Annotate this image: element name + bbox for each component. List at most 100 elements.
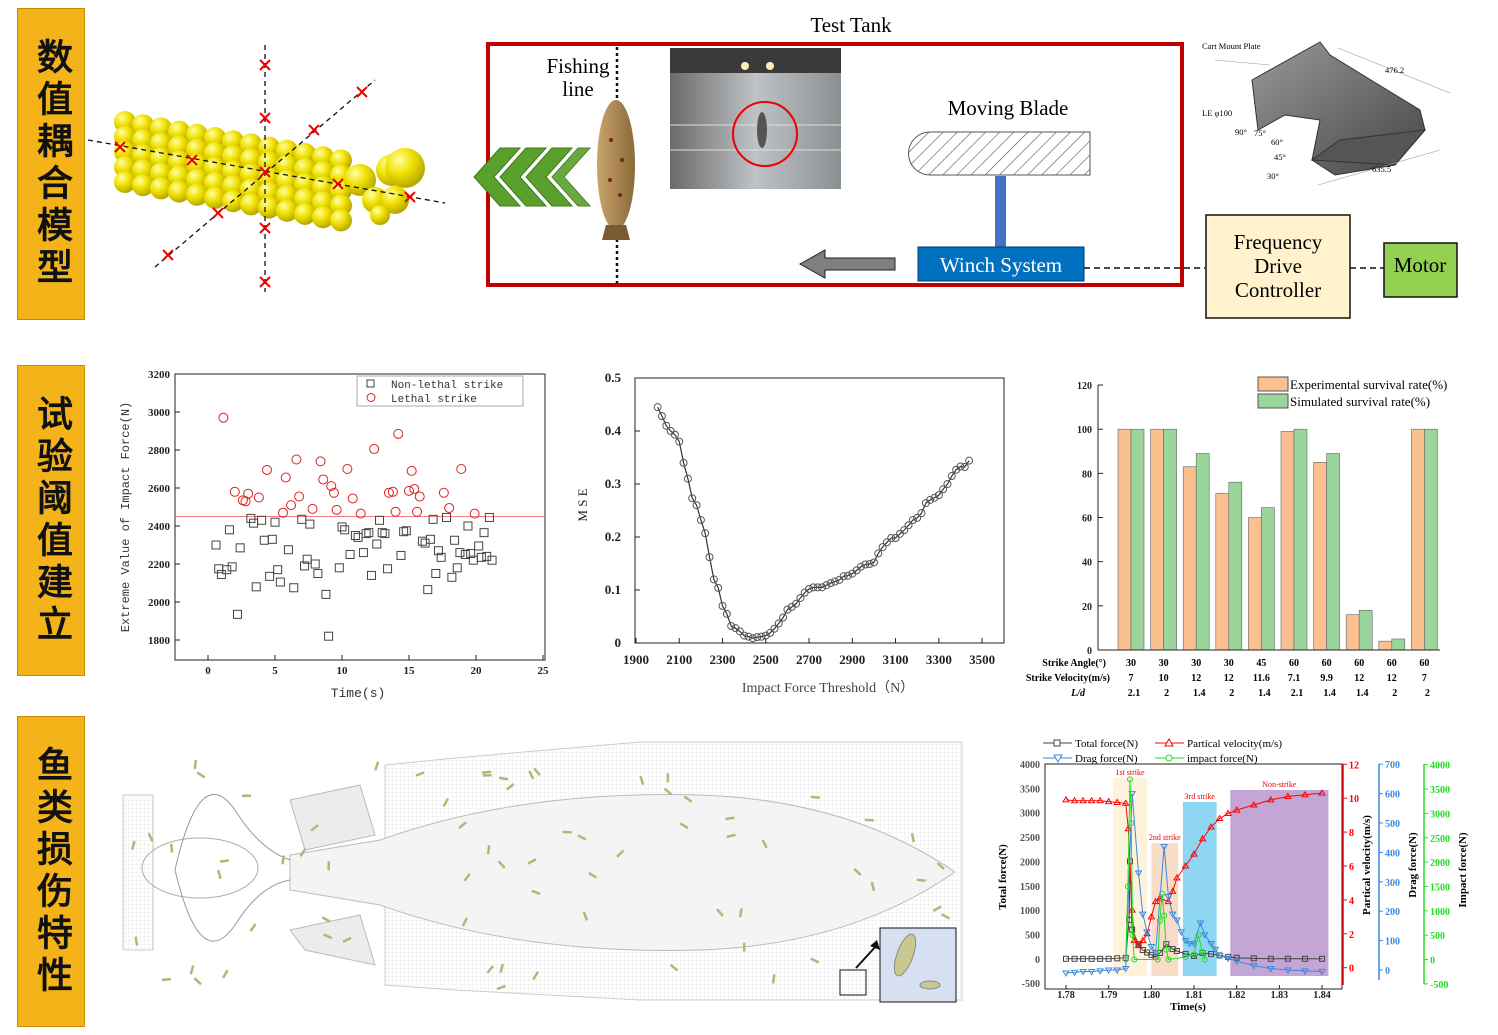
- velocity-point: [1062, 795, 1070, 803]
- drag-force-point: [1151, 949, 1160, 957]
- non-lethal-point: [377, 528, 387, 538]
- velocity-point: [1134, 941, 1143, 949]
- total-force-point: [1135, 941, 1142, 948]
- velocity-point: [1168, 887, 1177, 894]
- mse-point: [939, 485, 948, 494]
- y-tick-label: 10: [1349, 794, 1359, 805]
- y-tick-label: 0: [1349, 964, 1354, 975]
- lethal-point: [469, 508, 480, 519]
- non-lethal-point: [487, 555, 497, 565]
- y-tick-label: 40: [1082, 558, 1092, 569]
- particle: [497, 860, 506, 869]
- velocity-point: [1138, 936, 1147, 944]
- y-tick-label: 500: [1025, 930, 1040, 941]
- total-force-point: [1080, 955, 1087, 962]
- legend-marker: [1165, 754, 1173, 762]
- lethal-point: [315, 456, 326, 467]
- mse-point: [675, 437, 684, 446]
- particle: [249, 923, 257, 933]
- lethal-point: [369, 444, 380, 455]
- impact-force-point: [1195, 932, 1202, 939]
- non-lethal-point: [313, 569, 323, 578]
- leading-edge-label: LE φ100: [1202, 108, 1232, 118]
- blade-cad-model: Cart Mount Plate 476.2 LE φ100 90° 75° 6…: [1202, 41, 1451, 186]
- test-setup-diagram: Test Tank Fishing line Moving Blade Winc…: [87, 13, 1458, 319]
- bar-experimental: [1378, 640, 1393, 651]
- dimension-label: 476.2: [1385, 65, 1404, 75]
- y-tick-label: 3500: [1020, 784, 1040, 795]
- category-label: 45: [1256, 658, 1266, 669]
- lethal-point: [261, 464, 272, 475]
- particle: [679, 822, 689, 830]
- row-label: Strike Velocity(m/s): [1026, 673, 1110, 684]
- velocity-point: [1318, 789, 1326, 796]
- x-tick-label: 1.78: [1057, 990, 1075, 1001]
- mse-point: [783, 605, 792, 614]
- y-tick-label: 80: [1082, 469, 1092, 480]
- section-label-threshold: 试验阈值建立: [17, 365, 85, 676]
- x-tick-label: 1.84: [1313, 990, 1331, 1001]
- x-tick-label: 20: [471, 665, 483, 677]
- category-label: 2: [1229, 688, 1234, 699]
- lethal-point: [406, 465, 417, 476]
- y-tick-label: 3000: [1020, 809, 1040, 820]
- category-label: 30: [1126, 658, 1136, 669]
- mse-point: [930, 493, 939, 502]
- velocity-point: [1173, 873, 1181, 881]
- particle: [169, 843, 174, 853]
- zoom-source-box: [839, 969, 867, 996]
- bar-simulated: [1261, 507, 1275, 651]
- category-label: 10: [1159, 673, 1169, 684]
- particle: [738, 908, 743, 918]
- bar-experimental: [1313, 462, 1327, 651]
- angle-label: 75°: [1254, 128, 1266, 138]
- impact-force-point: [1154, 956, 1161, 963]
- y-tick-label: 60: [1082, 514, 1092, 525]
- y-tick-label: 0.5: [605, 370, 622, 385]
- x-tick-label: 3300: [926, 652, 952, 667]
- mse-point: [874, 549, 883, 558]
- mse-point: [796, 593, 805, 602]
- drag-force-point: [1143, 929, 1151, 936]
- bar-experimental: [1117, 428, 1132, 651]
- frequency-drive-controller-box: [1205, 214, 1351, 319]
- lethal-point: [240, 496, 251, 507]
- category-label: 1.4: [1356, 688, 1369, 699]
- total-force-point: [1071, 955, 1078, 962]
- particle: [669, 963, 679, 972]
- zoom-arrowhead-icon: [870, 940, 880, 950]
- velocity-point: [1113, 798, 1122, 805]
- non-lethal-point: [466, 549, 476, 559]
- particle: [771, 974, 776, 984]
- non-lethal-point: [366, 570, 376, 580]
- non-lethal-point: [436, 552, 446, 562]
- particle: [716, 908, 724, 917]
- mse-point: [683, 474, 692, 483]
- marker-x-icon: [259, 276, 271, 288]
- total-force-point: [1208, 950, 1215, 957]
- mse-point: [934, 491, 943, 500]
- non-lethal-point: [324, 631, 334, 641]
- bar-experimental: [1280, 431, 1295, 651]
- particle: [342, 936, 352, 943]
- particle: [499, 963, 505, 974]
- category-label: 7.1: [1288, 673, 1301, 684]
- x-axis-label: Impact Force Threshold（N）: [742, 680, 914, 696]
- lethal-point: [243, 488, 254, 499]
- non-lethal-point: [358, 548, 368, 558]
- sphere: [381, 186, 409, 214]
- impact-force-point: [1199, 949, 1206, 956]
- mse-point: [740, 631, 749, 640]
- non-lethal-point: [265, 571, 275, 581]
- y-tick-label: 0: [615, 635, 622, 650]
- particle: [663, 787, 673, 796]
- particle: [193, 977, 202, 986]
- impact-force-point: [1182, 954, 1189, 961]
- y-axis-label-drag: Drag force(N): [1407, 832, 1419, 898]
- legend-marker: [1053, 754, 1063, 764]
- sphere: [204, 187, 226, 209]
- non-lethal-point: [431, 569, 441, 578]
- category-label: 1.4: [1258, 688, 1271, 699]
- lethal-point: [412, 506, 423, 517]
- category-label: 7: [1129, 673, 1134, 684]
